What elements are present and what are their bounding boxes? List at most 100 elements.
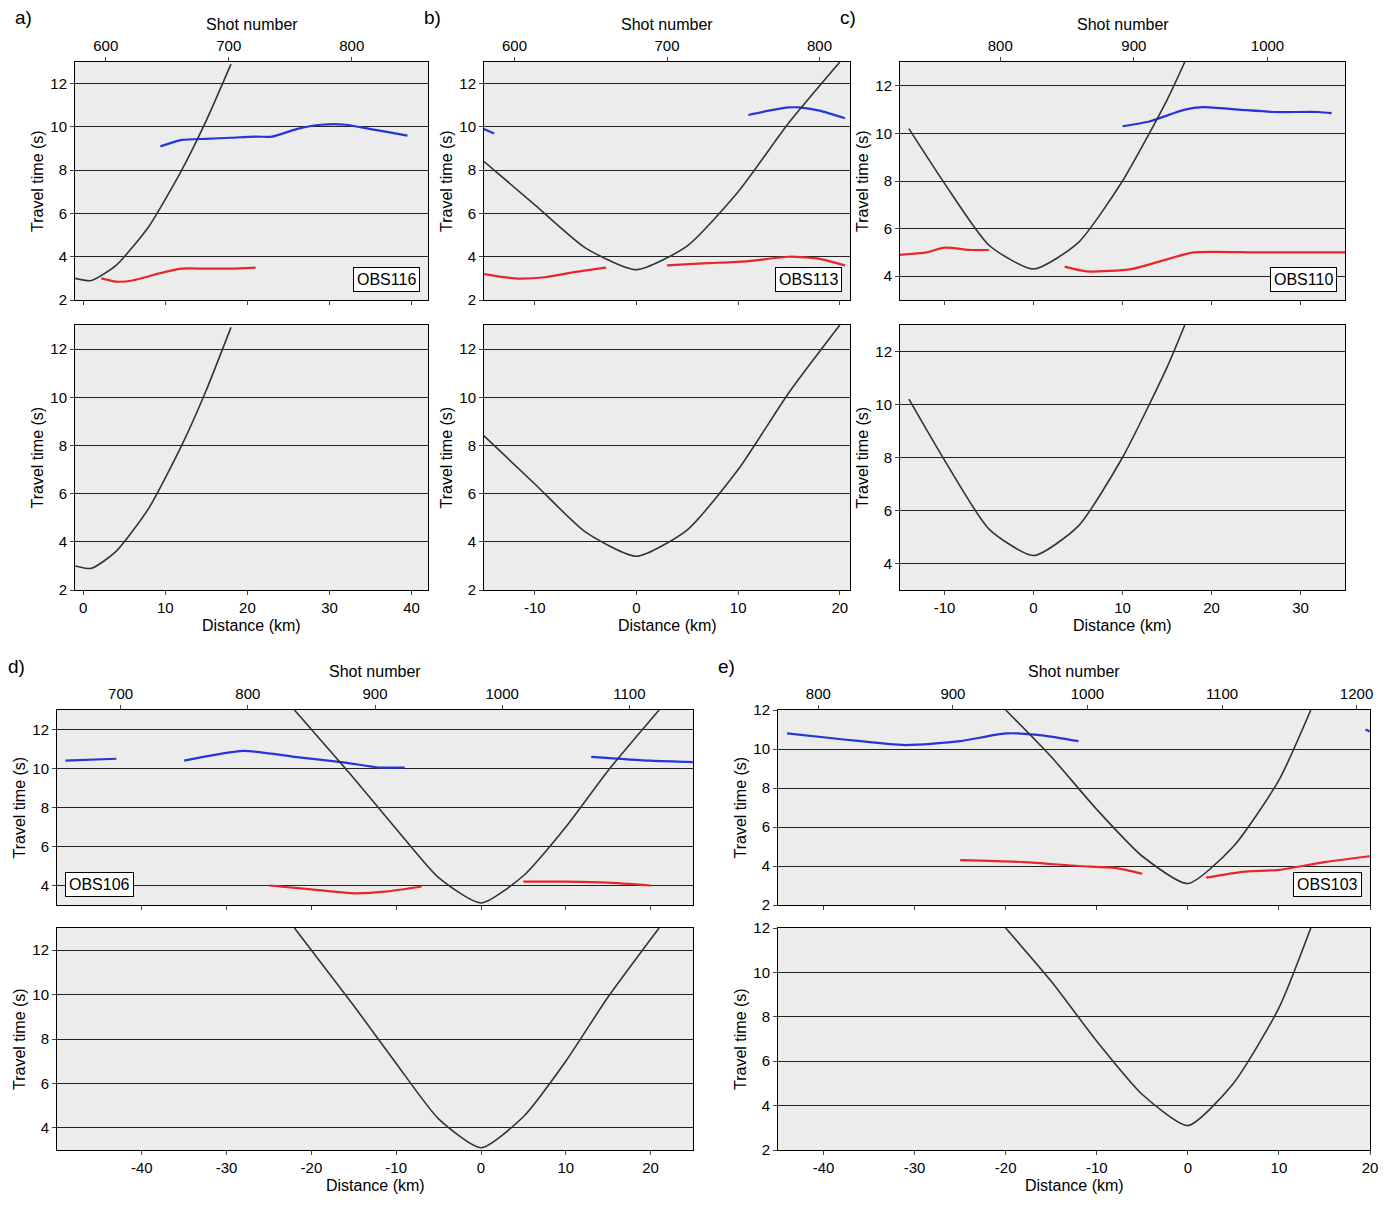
svg-text:0: 0 [1184, 1159, 1192, 1176]
svg-text:-10: -10 [524, 599, 546, 616]
svg-text:Travel time (s): Travel time (s) [29, 130, 46, 232]
svg-text:8: 8 [468, 161, 476, 178]
svg-text:OBS110: OBS110 [1274, 271, 1333, 288]
svg-text:700: 700 [216, 37, 241, 54]
svg-text:8: 8 [762, 779, 770, 796]
svg-text:8: 8 [59, 437, 67, 454]
svg-text:12: 12 [459, 340, 476, 357]
svg-text:Travel time (s): Travel time (s) [732, 988, 749, 1090]
svg-text:2: 2 [59, 291, 67, 308]
svg-text:12: 12 [753, 701, 770, 718]
svg-text:10: 10 [1114, 599, 1131, 616]
svg-text:10: 10 [875, 396, 892, 413]
svg-text:a): a) [15, 7, 32, 28]
svg-text:-10: -10 [934, 599, 956, 616]
svg-text:12: 12 [50, 75, 67, 92]
svg-text:12: 12 [32, 721, 49, 738]
svg-text:8: 8 [762, 1008, 770, 1025]
svg-text:Distance (km): Distance (km) [1073, 617, 1172, 634]
svg-text:800: 800 [988, 37, 1013, 54]
svg-text:-20: -20 [995, 1159, 1017, 1176]
svg-text:10: 10 [1271, 1159, 1288, 1176]
svg-text:4: 4 [59, 248, 67, 265]
svg-text:12: 12 [459, 75, 476, 92]
svg-text:12: 12 [753, 919, 770, 936]
svg-text:-40: -40 [813, 1159, 835, 1176]
svg-text:6: 6 [41, 838, 49, 855]
svg-text:10: 10 [557, 1159, 574, 1176]
svg-text:1000: 1000 [486, 685, 519, 702]
svg-text:2: 2 [59, 581, 67, 598]
svg-text:8: 8 [59, 161, 67, 178]
svg-text:1200: 1200 [1340, 685, 1373, 702]
svg-text:900: 900 [940, 685, 965, 702]
svg-text:10: 10 [459, 118, 476, 135]
svg-text:-10: -10 [385, 1159, 407, 1176]
svg-text:20: 20 [831, 599, 848, 616]
svg-text:20: 20 [642, 1159, 659, 1176]
svg-text:-30: -30 [904, 1159, 926, 1176]
svg-text:4: 4 [41, 877, 49, 894]
svg-text:20: 20 [1362, 1159, 1379, 1176]
svg-text:8: 8 [41, 799, 49, 816]
svg-text:Shot number: Shot number [329, 663, 421, 680]
svg-text:1100: 1100 [1206, 685, 1238, 702]
svg-text:OBS116: OBS116 [357, 271, 416, 288]
svg-text:Distance (km): Distance (km) [618, 617, 717, 634]
svg-text:12: 12 [875, 77, 892, 94]
svg-text:-40: -40 [131, 1159, 153, 1176]
svg-text:800: 800 [807, 37, 832, 54]
svg-text:Travel time (s): Travel time (s) [732, 757, 749, 859]
svg-text:6: 6 [762, 818, 770, 835]
svg-text:c): c) [840, 7, 856, 28]
svg-text:6: 6 [468, 205, 476, 222]
svg-text:10: 10 [753, 740, 770, 757]
svg-text:Shot number: Shot number [1028, 663, 1120, 680]
svg-text:4: 4 [884, 555, 892, 572]
svg-text:8: 8 [884, 172, 892, 189]
svg-text:4: 4 [762, 857, 770, 874]
svg-text:4: 4 [762, 1097, 770, 1114]
svg-text:700: 700 [654, 37, 679, 54]
svg-text:Travel time (s): Travel time (s) [854, 407, 871, 509]
svg-text:6: 6 [59, 205, 67, 222]
svg-text:600: 600 [93, 37, 118, 54]
svg-text:12: 12 [875, 343, 892, 360]
svg-text:Shot number: Shot number [621, 16, 713, 33]
svg-text:20: 20 [1203, 599, 1220, 616]
svg-text:1000: 1000 [1071, 685, 1104, 702]
svg-text:6: 6 [468, 485, 476, 502]
svg-text:0: 0 [79, 599, 87, 616]
svg-text:10: 10 [50, 118, 67, 135]
svg-text:b): b) [424, 7, 441, 28]
svg-text:OBS103: OBS103 [1297, 876, 1358, 893]
svg-text:700: 700 [108, 685, 133, 702]
svg-text:600: 600 [502, 37, 527, 54]
svg-text:Distance (km): Distance (km) [202, 617, 301, 634]
svg-text:e): e) [718, 656, 735, 677]
svg-text:2: 2 [468, 291, 476, 308]
svg-text:4: 4 [468, 533, 476, 550]
svg-text:2: 2 [468, 581, 476, 598]
svg-text:10: 10 [157, 599, 174, 616]
svg-text:Shot number: Shot number [1077, 16, 1169, 33]
svg-text:10: 10 [459, 389, 476, 406]
svg-text:1100: 1100 [613, 685, 645, 702]
svg-text:30: 30 [321, 599, 338, 616]
svg-text:900: 900 [362, 685, 387, 702]
svg-text:-20: -20 [301, 1159, 323, 1176]
svg-text:-30: -30 [216, 1159, 238, 1176]
svg-text:900: 900 [1121, 37, 1146, 54]
svg-text:0: 0 [477, 1159, 485, 1176]
svg-text:1000: 1000 [1251, 37, 1284, 54]
svg-text:OBS113: OBS113 [779, 271, 838, 288]
svg-text:20: 20 [239, 599, 256, 616]
svg-text:OBS106: OBS106 [69, 876, 130, 893]
svg-text:800: 800 [235, 685, 260, 702]
svg-text:2: 2 [762, 896, 770, 913]
svg-text:Travel time (s): Travel time (s) [854, 130, 871, 232]
svg-text:Travel time (s): Travel time (s) [438, 130, 455, 232]
svg-text:4: 4 [59, 533, 67, 550]
svg-text:Travel time (s): Travel time (s) [438, 407, 455, 509]
svg-text:10: 10 [753, 964, 770, 981]
